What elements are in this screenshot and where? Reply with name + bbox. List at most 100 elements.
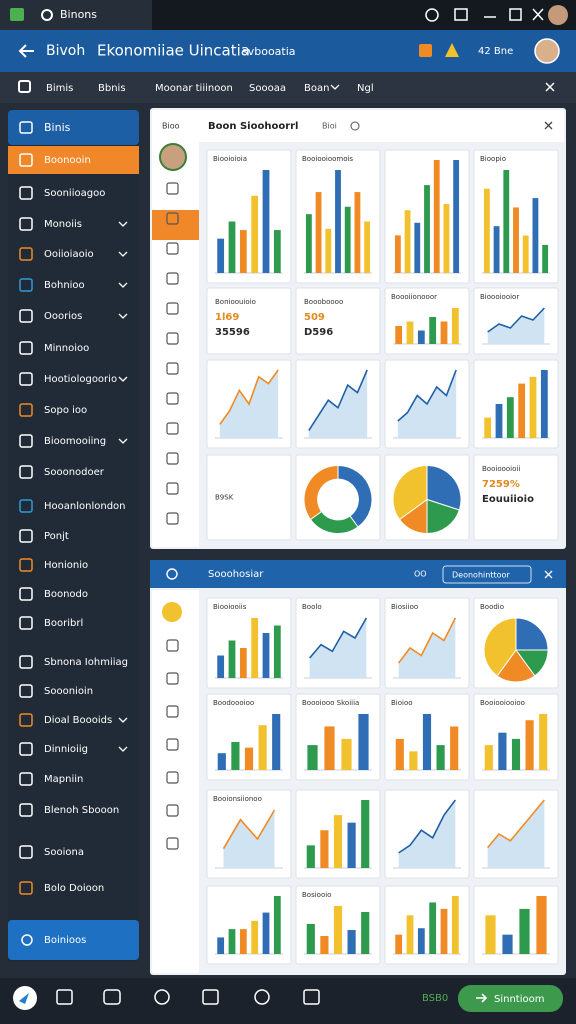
sidebar-item[interactable]: Hooanlonlondon: [44, 501, 126, 512]
bar: [540, 370, 548, 438]
panel-button[interactable]: [442, 565, 532, 584]
side-tool-icon[interactable]: [166, 705, 179, 718]
card-title: Biooiooiis: [213, 603, 247, 611]
sidebar-header: Binis: [44, 121, 71, 134]
bar: [228, 640, 236, 678]
bar: [525, 720, 534, 770]
sidebar-footer-bg[interactable]: [8, 920, 139, 960]
side-tool-icon[interactable]: [166, 182, 179, 195]
sidebar-icon: [19, 713, 33, 727]
sidebar-item[interactable]: Dioal Boooids: [44, 715, 112, 726]
sidebar-item[interactable]: Booribrl: [44, 618, 83, 629]
side-tool-icon[interactable]: [166, 452, 179, 465]
nav-close[interactable]: [545, 82, 555, 92]
back-button[interactable]: [18, 44, 34, 58]
search-icon[interactable]: [350, 121, 360, 131]
side-tool-icon[interactable]: [166, 362, 179, 375]
nav-item[interactable]: Soooaa: [249, 83, 286, 94]
bar: [307, 745, 318, 770]
record-button[interactable]: [425, 8, 439, 22]
sidebar-item[interactable]: Hootiologoorio: [44, 374, 117, 385]
favicon: [10, 8, 24, 21]
sidebar-item[interactable]: Minnoioo: [44, 343, 89, 354]
panel-close[interactable]: [544, 570, 553, 579]
sidebar-item[interactable]: Sooniioagoo: [44, 188, 105, 199]
bag-icon[interactable]: [103, 989, 121, 1005]
browser-tab[interactable]: [0, 0, 152, 30]
card-text: 7259%: [482, 479, 520, 490]
nav-item[interactable]: Ngl: [357, 83, 374, 94]
taskbar-button[interactable]: [458, 985, 563, 1012]
sidebar-item[interactable]: Ponjt: [44, 531, 69, 542]
line: [309, 617, 368, 659]
side-tool-icon[interactable]: [166, 804, 179, 817]
bar: [506, 397, 514, 438]
start-logo: [19, 993, 29, 1004]
side-tool-icon[interactable]: [166, 639, 179, 652]
bar: [305, 214, 312, 273]
pie-slice: [426, 498, 460, 535]
sidebar-icon: [19, 465, 33, 479]
home-icon[interactable]: [303, 989, 320, 1005]
sidebar-item[interactable]: Bioomooiing: [44, 436, 106, 447]
pie-slice: [515, 617, 549, 651]
search-icon[interactable]: [154, 989, 170, 1005]
sidebar-item[interactable]: Mapniin: [44, 774, 83, 785]
sidebar-item[interactable]: Bolo Doioon: [44, 883, 104, 894]
sidebar-item[interactable]: Sooonodoer: [44, 467, 105, 478]
side-tool-icon[interactable]: [166, 212, 179, 225]
bar: [518, 383, 526, 438]
sidebar-icon: [19, 309, 33, 323]
side-tool-icon[interactable]: [166, 302, 179, 315]
side-tool-icon[interactable]: [166, 422, 179, 435]
sidebar-item[interactable]: Honionio: [44, 560, 88, 571]
card-title: Bosiooio: [302, 891, 331, 899]
sidebar-item[interactable]: Dinnioiig: [44, 744, 88, 755]
sidebar-item[interactable]: Ooorios: [44, 311, 82, 322]
folder-icon[interactable]: [56, 989, 73, 1005]
side-tool-icon[interactable]: [166, 392, 179, 405]
mail-icon[interactable]: [202, 989, 219, 1005]
screenshot-button[interactable]: [454, 8, 468, 21]
bar: [239, 648, 247, 678]
sidebar-item[interactable]: Bohnioo: [44, 280, 85, 291]
sidebar-item[interactable]: Sooonioin: [44, 686, 93, 697]
maximize-button[interactable]: [509, 8, 522, 21]
sidebar-item[interactable]: Ooiioiaoio: [44, 249, 94, 260]
side-tool-icon[interactable]: [166, 482, 179, 495]
line-area: [487, 308, 545, 344]
sidebar-item[interactable]: Boonodo: [44, 589, 88, 600]
nav-item[interactable]: Bimis: [46, 83, 73, 94]
sidebar-item[interactable]: Boonooin: [44, 155, 91, 166]
panel-title: Boon Sioohoorrl: [208, 121, 298, 132]
side-tool-icon[interactable]: [166, 738, 179, 751]
user-avatar[interactable]: [548, 5, 568, 25]
sidebar-item[interactable]: Monoiis: [44, 219, 82, 230]
side-tool-icon[interactable]: [166, 512, 179, 525]
side-tool-icon[interactable]: [166, 837, 179, 850]
notification-icon[interactable]: [419, 44, 432, 57]
side-tool-icon[interactable]: [166, 672, 179, 685]
sidebar-item[interactable]: Blenoh Sbooon: [44, 805, 119, 816]
clock-icon[interactable]: [254, 989, 270, 1005]
profile-avatar[interactable]: [534, 38, 560, 64]
nav-item[interactable]: Boan: [304, 83, 329, 94]
side-tool-icon[interactable]: [166, 332, 179, 345]
side-tool-icon[interactable]: [166, 771, 179, 784]
sidebar-item[interactable]: Sopo ioo: [44, 405, 87, 416]
donut-slice: [303, 464, 339, 521]
sidebar-chevron: [118, 282, 128, 288]
header-badge[interactable]: 42 Bne: [478, 46, 513, 57]
bar: [406, 321, 414, 344]
close-button[interactable]: [532, 8, 544, 21]
alert-icon[interactable]: [445, 43, 459, 57]
nav-item[interactable]: Moonar tiiinoon: [155, 83, 233, 94]
panel-header: [152, 110, 564, 142]
bar: [404, 210, 411, 273]
side-tool-icon[interactable]: [166, 242, 179, 255]
nav-item[interactable]: Bbnis: [98, 83, 126, 94]
panel-close[interactable]: [544, 121, 553, 130]
side-tool-icon[interactable]: [166, 272, 179, 285]
sidebar-item[interactable]: Sbnona Iohmiiag: [44, 657, 128, 668]
sidebar-item[interactable]: Sooiona: [44, 847, 84, 858]
